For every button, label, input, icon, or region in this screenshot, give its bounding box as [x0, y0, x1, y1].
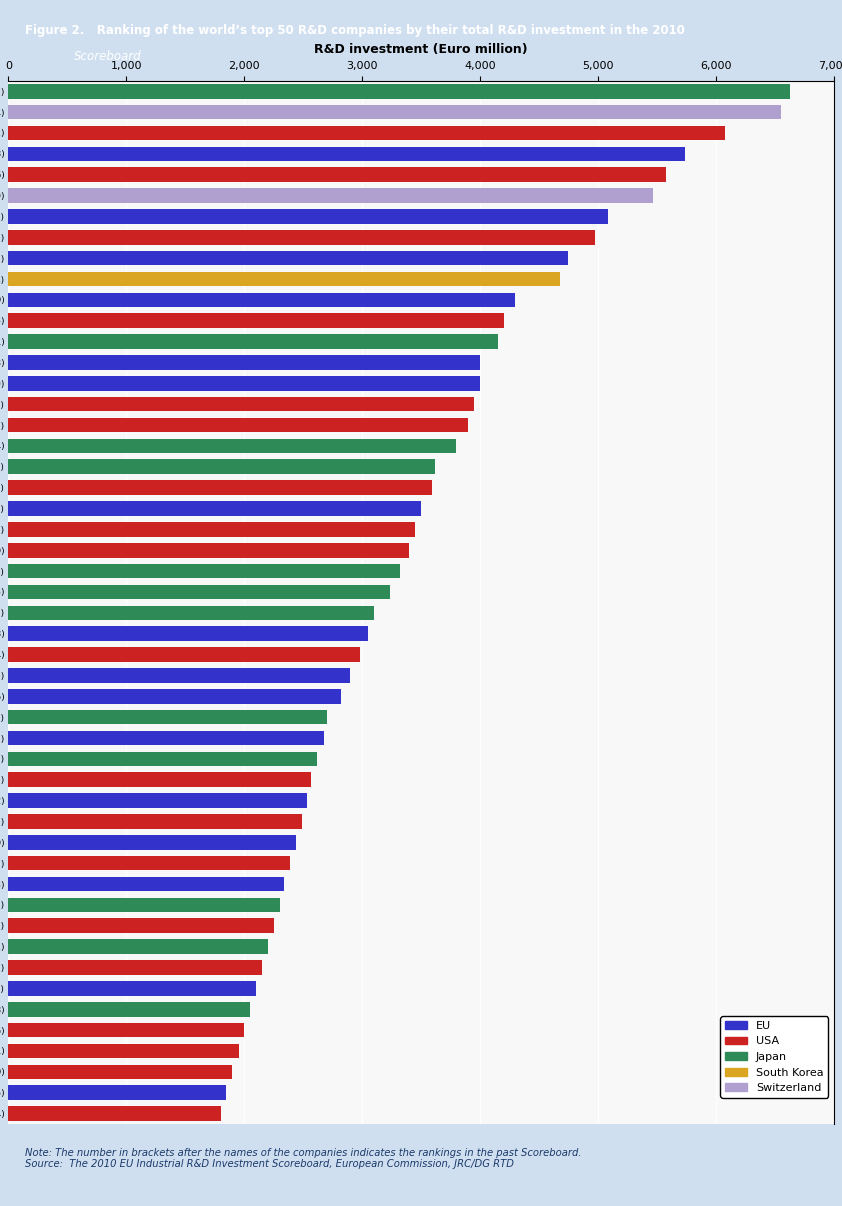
Bar [8, 960, 262, 974]
Bar [8, 814, 302, 829]
Bar [8, 146, 685, 162]
X-axis label: R&D investment (Euro million): R&D investment (Euro million) [314, 42, 528, 55]
Bar [8, 168, 666, 182]
Bar [8, 585, 391, 599]
Legend: EU, USA, Japan, South Korea, Switzerland: EU, USA, Japan, South Korea, Switzerland [721, 1017, 828, 1097]
Bar [8, 710, 327, 725]
Bar [8, 188, 653, 203]
Bar [8, 376, 480, 391]
Bar [8, 897, 280, 912]
Text: Note: The number in brackets after the names of the companies indicates the rank: Note: The number in brackets after the n… [25, 1148, 582, 1169]
Bar [8, 125, 725, 140]
Bar [8, 1023, 244, 1037]
Bar [8, 835, 296, 850]
Bar [8, 856, 290, 871]
Bar [8, 84, 790, 99]
Bar [8, 626, 368, 642]
Bar [8, 355, 480, 370]
Bar [8, 1085, 226, 1100]
Bar [8, 939, 268, 954]
Text: Scoreboard: Scoreboard [74, 49, 142, 63]
Bar [8, 689, 341, 703]
Bar [8, 271, 560, 286]
Bar [8, 417, 468, 433]
Bar [8, 459, 435, 474]
Bar [8, 731, 324, 745]
Bar [8, 772, 312, 788]
Bar [8, 668, 350, 683]
Bar [8, 543, 409, 557]
Bar [8, 980, 256, 996]
Bar [8, 1043, 239, 1059]
Bar [8, 1065, 232, 1079]
Bar [8, 105, 781, 119]
Bar [8, 605, 374, 620]
Bar [8, 563, 400, 579]
Bar [8, 1106, 221, 1120]
Bar [8, 209, 609, 224]
Bar [8, 314, 504, 328]
Bar [8, 919, 274, 933]
Bar [8, 334, 498, 349]
Bar [8, 439, 456, 453]
Bar [8, 751, 317, 766]
Bar [8, 502, 421, 516]
Bar [8, 648, 360, 662]
Text: Figure 2.   Ranking of the world’s top 50 R&D companies by their total R&D inves: Figure 2. Ranking of the world’s top 50 … [25, 24, 685, 37]
Bar [8, 522, 415, 537]
Bar [8, 877, 285, 891]
Bar [8, 293, 515, 308]
Bar [8, 230, 595, 245]
Bar [8, 251, 568, 265]
Bar [8, 1002, 250, 1017]
Bar [8, 480, 432, 494]
Bar [8, 397, 474, 411]
Bar [8, 794, 306, 808]
